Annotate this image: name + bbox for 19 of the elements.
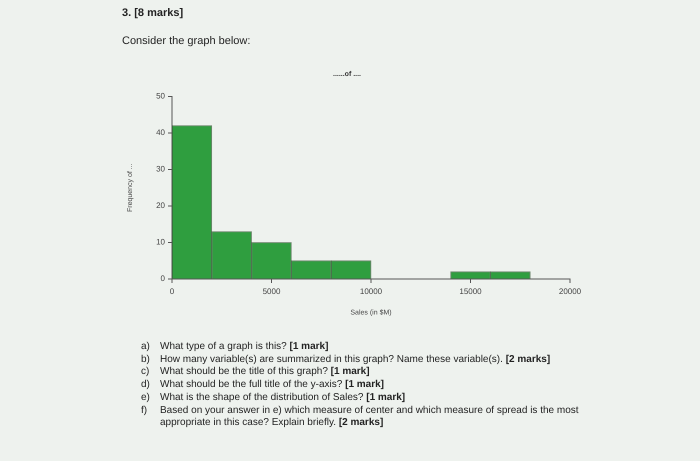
y-tick-label: 40: [156, 128, 166, 138]
x-tick-label: 20000: [558, 287, 582, 296]
y-tick-label: 10: [156, 238, 166, 247]
x-tick-label: 5000: [262, 287, 281, 296]
y-tick-label: 20: [156, 201, 166, 210]
y-tick-label: 0: [160, 274, 166, 284]
text: a) What type of a graph is this? [1 mark]: [141, 341, 328, 354]
x-tick-label: 15000: [459, 287, 482, 296]
text: f) Based on your answer in e) which measure of center and which measure of spread is the most appropriate in this case? Explain briefly. [2 marks]: [141, 404, 579, 428]
text: d) What should be the full title of the y-axis? [1 mark]: [141, 379, 384, 392]
text: e) What is the shape of the distribution of Sales? [1 mark]: [141, 392, 406, 405]
text: Consider the graph below:: [122, 35, 250, 47]
y-tick-label: 30: [156, 164, 166, 174]
text: c) What should be the title of this graph? [1 mark]: [141, 366, 370, 380]
text: b) How many variable(s) are summarized in this graph? Name these variable(s). [2 marks]: [141, 354, 550, 366]
y-tick-label: 50: [156, 92, 166, 101]
text: 3. [8 marks]: [122, 7, 184, 19]
x-tick-label: 0: [170, 287, 175, 296]
x-tick-label: 10000: [360, 287, 383, 296]
